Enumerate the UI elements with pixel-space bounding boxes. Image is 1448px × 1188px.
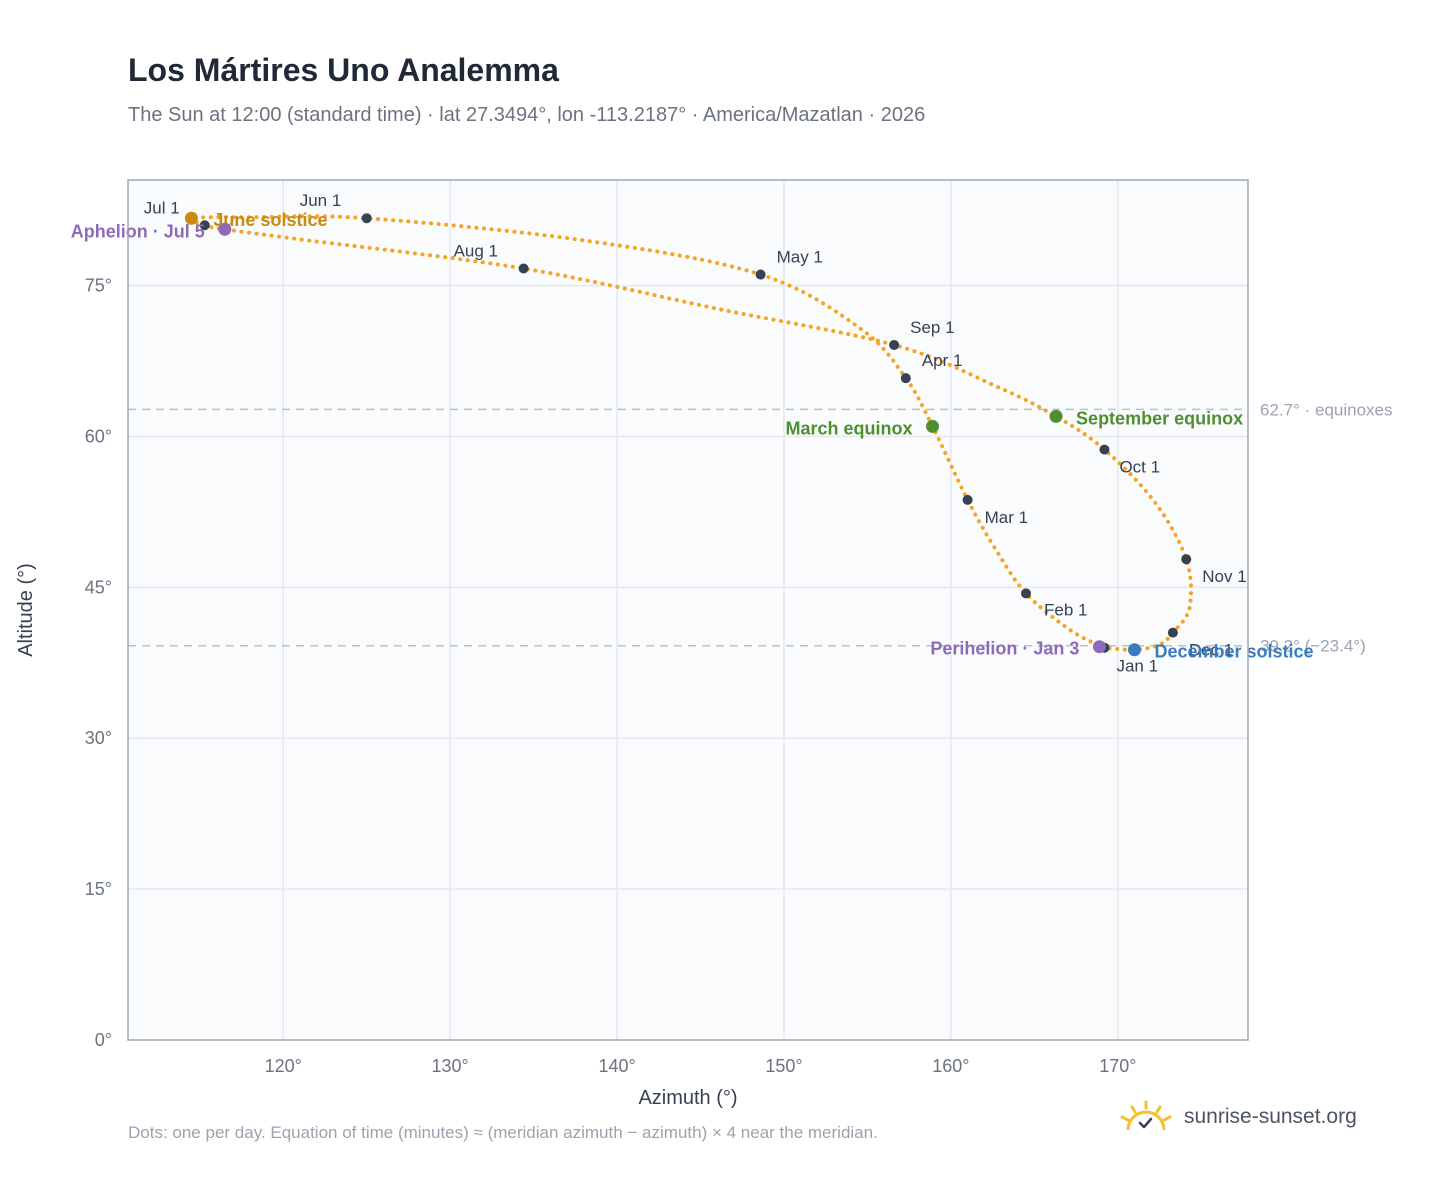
event-marker-label: Perihelion · Jan 3 bbox=[930, 639, 1079, 659]
plot-area bbox=[128, 180, 1248, 1040]
chart-title: Los Mártires Uno Analemma bbox=[128, 52, 559, 88]
y-axis-title: Altitude (°) bbox=[15, 563, 37, 657]
month-marker-dot bbox=[199, 220, 210, 231]
chart-subtitle: The Sun at 12:00 (standard time) · lat 2… bbox=[128, 104, 926, 126]
analemma-path bbox=[187, 214, 1194, 652]
month-marker-label: Sep 1 bbox=[910, 318, 954, 337]
y-tick-label: 15° bbox=[85, 879, 112, 899]
month-marker-label: Jan 1 bbox=[1116, 657, 1158, 676]
month-marker-label: Jun 1 bbox=[300, 191, 342, 210]
analemma-daily-dots bbox=[187, 214, 1194, 652]
event-marker-label: September equinox bbox=[1076, 408, 1243, 428]
month-marker-label: Nov 1 bbox=[1202, 567, 1246, 586]
month-marker-label: Jul 1 bbox=[144, 198, 180, 217]
month-marker-dot bbox=[900, 373, 911, 384]
event-marker-dot bbox=[1127, 643, 1141, 657]
x-tick-label: 150° bbox=[765, 1056, 802, 1076]
month-marker-dot bbox=[889, 339, 900, 350]
y-tick-label: 60° bbox=[85, 426, 112, 446]
footnote: Dots: one per day. Equation of time (min… bbox=[128, 1123, 878, 1142]
month-marker-label: Aug 1 bbox=[454, 242, 498, 261]
month-marker-label: Dec 1 bbox=[1189, 641, 1233, 660]
brand-name: sunrise-sunset.org bbox=[1184, 1105, 1357, 1128]
month-marker-dot bbox=[1099, 444, 1110, 455]
reference-lines: 62.7° · equinoxes 39.2° (−23.4°) bbox=[128, 400, 1393, 656]
event-marker-dot bbox=[926, 419, 940, 433]
sun-icon bbox=[1120, 1100, 1172, 1131]
y-tick-label: 0° bbox=[95, 1030, 112, 1050]
event-marker-label: December solstice bbox=[1154, 642, 1313, 662]
grid bbox=[128, 180, 1248, 1040]
month-marker-dot bbox=[962, 494, 973, 505]
event-marker-label: March equinox bbox=[785, 418, 912, 438]
x-tick-label: 120° bbox=[265, 1056, 302, 1076]
plot-frame bbox=[127, 179, 1249, 1041]
month-marker-dot bbox=[518, 263, 529, 274]
month-marker-label: May 1 bbox=[777, 248, 823, 267]
event-marker-label: Aphelion · Jul 5 bbox=[71, 221, 205, 241]
month-marker-dot bbox=[1167, 627, 1178, 638]
x-tick-label: 160° bbox=[932, 1056, 969, 1076]
y-tick-label: 75° bbox=[85, 276, 112, 296]
month-marker-dot bbox=[1181, 554, 1192, 565]
x-tick-label: 170° bbox=[1099, 1056, 1136, 1076]
axis-ticks: 120° 130° 140° 150° 160° 170° 0° 15° 30° 45° 60° 75… bbox=[85, 276, 1137, 1076]
event-marker-dot bbox=[1049, 409, 1063, 423]
y-tick-label: 45° bbox=[85, 577, 112, 597]
reference-line-label: 62.7° · equinoxes bbox=[1260, 400, 1393, 419]
month-marker-dot bbox=[755, 269, 766, 280]
event-markers: March equinox September equinox June solst… bbox=[71, 210, 1314, 662]
x-tick-label: 130° bbox=[432, 1056, 469, 1076]
month-marker-label: Apr 1 bbox=[922, 351, 963, 370]
month-marker-label: Oct 1 bbox=[1119, 458, 1160, 477]
event-marker-dot bbox=[184, 211, 198, 225]
event-marker-dot bbox=[1092, 640, 1106, 654]
x-tick-label: 140° bbox=[598, 1056, 635, 1076]
event-marker-dot bbox=[218, 222, 232, 236]
event-marker-label: June solstice bbox=[213, 210, 327, 230]
month-marker-dot bbox=[361, 213, 372, 224]
month-markers: Jan 1 Feb 1 Mar 1 Apr 1 May 1 Jun 1 Jul 1 Aug 1… bbox=[144, 191, 1247, 675]
x-axis-title: Azimuth (°) bbox=[638, 1087, 737, 1109]
y-tick-label: 30° bbox=[85, 728, 112, 748]
brand-logo[interactable]: sunrise-sunset.org bbox=[1118, 1100, 1357, 1134]
month-marker-dot bbox=[1021, 588, 1032, 599]
reference-line-label: 39.2° (−23.4°) bbox=[1260, 637, 1366, 656]
month-marker-label: Feb 1 bbox=[1044, 600, 1087, 619]
month-marker-label: Mar 1 bbox=[985, 508, 1028, 527]
